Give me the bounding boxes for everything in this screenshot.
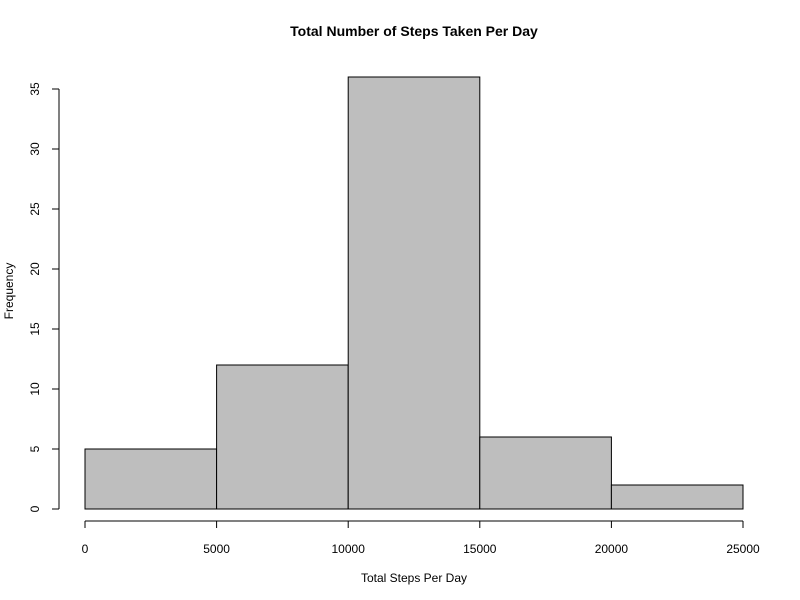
histogram-bar-3 <box>347 76 481 510</box>
x-tick-label-4: 20000 <box>595 542 629 556</box>
y-tick-label-2: 10 <box>28 382 42 396</box>
x-axis: 0 5000 10000 15000 20000 25000 <box>82 520 760 556</box>
histogram-bar-1 <box>84 448 218 510</box>
y-tick-label-4: 20 <box>28 262 42 276</box>
y-tick-label-0: 0 <box>28 505 42 512</box>
y-axis: 0 5 10 15 20 25 30 35 <box>28 82 60 512</box>
y-tick-label-1: 5 <box>28 445 42 452</box>
x-tick-label-1: 5000 <box>203 542 230 556</box>
y-tick-label-3: 15 <box>28 322 42 336</box>
histogram-bar-4 <box>479 436 612 510</box>
x-tick-label-2: 10000 <box>332 542 366 556</box>
x-tick-label-0: 0 <box>82 542 89 556</box>
x-axis-label: Total Steps Per Day <box>361 571 467 585</box>
x-tick-label-5: 25000 <box>726 542 760 556</box>
x-tick-label-3: 15000 <box>463 542 497 556</box>
histogram-bar-5 <box>610 484 744 510</box>
y-tick-label-7: 35 <box>28 82 42 96</box>
chart-title: Total Number of Steps Taken Per Day <box>290 23 538 39</box>
y-axis-label: Frequency <box>2 263 16 320</box>
y-tick-label-6: 30 <box>28 142 42 156</box>
bars-group <box>84 76 744 510</box>
histogram-bar-2 <box>216 364 349 510</box>
y-tick-label-5: 25 <box>28 202 42 216</box>
